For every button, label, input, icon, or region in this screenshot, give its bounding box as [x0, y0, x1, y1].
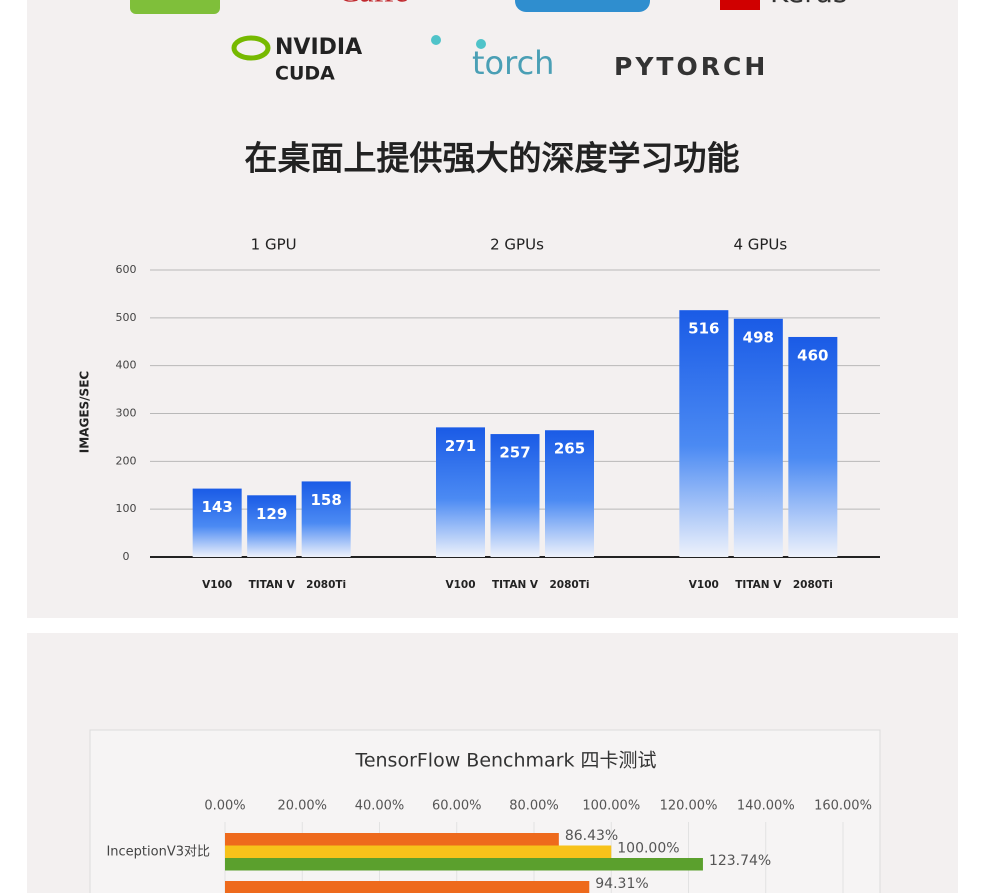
bar-value-label: 129: [256, 505, 287, 523]
logo-shape: [476, 39, 486, 49]
y-tick-label: 200: [116, 454, 137, 467]
x-tick-label: 2080Ti: [550, 579, 590, 591]
x-tick-label: V100: [202, 579, 232, 591]
bar: [545, 430, 594, 557]
logo-shape: [231, 35, 271, 61]
bar-value-label: 265: [554, 440, 585, 458]
y-tick-label: 300: [116, 407, 137, 420]
bar-value-label: 158: [311, 491, 342, 509]
chart-title: TensorFlow Benchmark 四卡测试: [354, 750, 656, 772]
x-tick-label: 100.00%: [582, 799, 640, 814]
page-heading: 在桌面上提供强大的深度学习功能: [245, 139, 740, 178]
panel-title: 4 GPUs: [733, 236, 787, 254]
logo-shape: [720, 0, 760, 10]
bar-value-label: 100.00%: [617, 841, 679, 857]
x-tick-label: 40.00%: [355, 799, 405, 814]
bar: [301, 481, 351, 557]
x-tick-label: 0.00%: [204, 799, 245, 814]
x-tick-label: 20.00%: [277, 799, 327, 814]
x-tick-label: TITAN V: [735, 579, 782, 591]
x-tick-label: 140.00%: [737, 799, 795, 814]
x-tick-label: 120.00%: [660, 799, 718, 814]
x-tick-label: V100: [445, 579, 475, 591]
x-tick-label: 2080Ti: [306, 579, 346, 591]
bar: [225, 858, 703, 871]
x-tick-label: 160.00%: [814, 799, 872, 814]
x-tick-label: 2080Ti: [793, 579, 833, 591]
logo-shape: [515, 0, 650, 12]
bar-value-label: 257: [499, 444, 530, 462]
bar: [225, 881, 590, 893]
bar: [225, 845, 612, 858]
x-tick-label: 60.00%: [432, 799, 482, 814]
logo-text: PYTORCH: [614, 52, 768, 81]
bar: [436, 427, 485, 557]
bar-value-label: 143: [202, 498, 233, 516]
logo-shape: [130, 0, 220, 14]
bar-value-label: 86.43%: [565, 828, 618, 844]
bar: [247, 495, 297, 557]
bar-value-label: 498: [743, 328, 774, 346]
bar: [192, 488, 242, 557]
y-tick-label: 0: [123, 550, 130, 563]
x-tick-label: TITAN V: [492, 579, 539, 591]
logo-text: CUDA: [275, 63, 335, 85]
bar-value-label: 460: [797, 346, 828, 364]
bar: [679, 310, 729, 557]
y-tick-label: 400: [116, 359, 137, 372]
y-axis-label: IMAGES/SEC: [78, 371, 92, 454]
bar-value-label: 516: [688, 320, 719, 338]
logo-text: NVIDIA: [275, 35, 362, 60]
y-tick-label: InceptionV3对比: [106, 845, 210, 860]
y-tick-label: 600: [116, 263, 137, 276]
bar-value-label: 123.74%: [709, 853, 771, 869]
bar: [788, 336, 838, 557]
y-tick-label: 100: [116, 502, 137, 515]
panel-title: 1 GPU: [251, 236, 297, 254]
logo-text: Caffe: [338, 0, 408, 8]
x-tick-label: V100: [689, 579, 719, 591]
bar: [225, 833, 559, 846]
logo-text: Keras: [770, 0, 847, 9]
y-tick-label: 500: [116, 311, 137, 324]
logo-shape: [431, 35, 441, 45]
logo-text: torch: [472, 44, 554, 82]
x-tick-label: 80.00%: [509, 799, 559, 814]
panel-title: 2 GPUs: [490, 236, 544, 254]
bar-value-label: 271: [445, 437, 476, 455]
bar-value-label: 94.31%: [595, 876, 648, 892]
x-tick-label: TITAN V: [249, 579, 296, 591]
bar: [490, 434, 540, 557]
bar: [733, 318, 783, 557]
